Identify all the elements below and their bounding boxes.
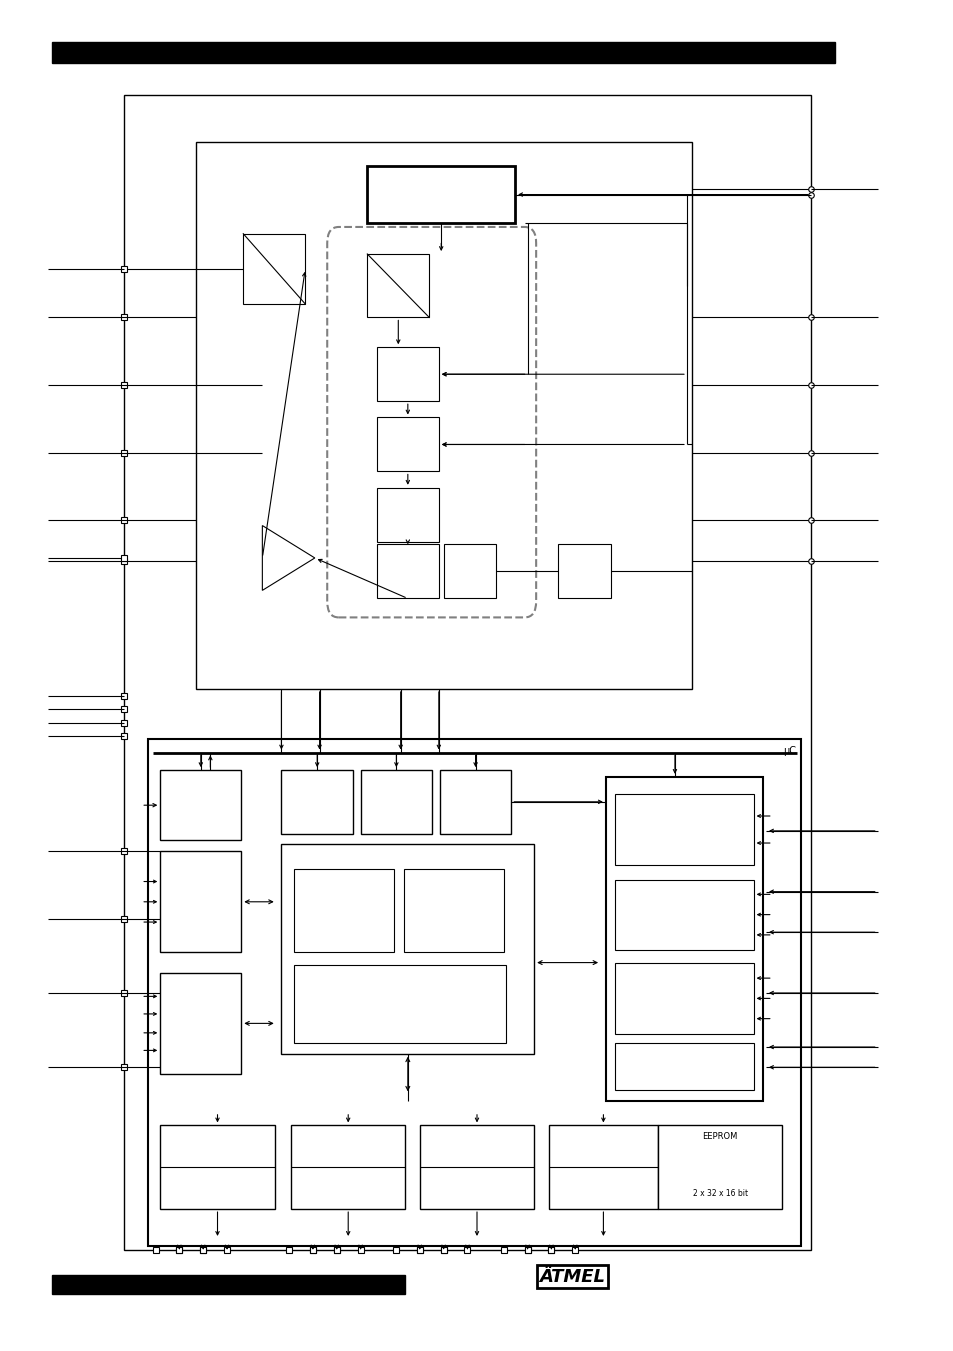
Bar [160, 770, 241, 840]
Bar [615, 963, 753, 1034]
Bar [419, 1125, 534, 1209]
Bar [376, 417, 438, 471]
Bar [52, 1275, 405, 1294]
Bar [52, 42, 834, 63]
Bar [160, 973, 241, 1074]
Bar [148, 739, 801, 1246]
Bar [195, 142, 691, 689]
Bar [367, 254, 429, 317]
Bar [376, 347, 438, 401]
Text: ÄTMEL: ÄTMEL [538, 1267, 605, 1286]
Bar [281, 844, 534, 1054]
Bar [291, 1125, 405, 1209]
Bar [558, 544, 610, 598]
Text: EEPROM: EEPROM [701, 1132, 738, 1142]
Text: 2 x 32 x 16 bit: 2 x 32 x 16 bit [692, 1189, 747, 1198]
Bar [360, 770, 432, 834]
Bar [615, 880, 753, 950]
Bar [294, 965, 505, 1043]
Text: μC: μC [782, 746, 796, 755]
Bar [376, 544, 438, 598]
Bar [439, 770, 511, 834]
Bar [443, 544, 496, 598]
Bar [160, 1125, 274, 1209]
Bar [367, 166, 515, 223]
Bar [403, 869, 503, 952]
Bar [615, 794, 753, 865]
Bar [124, 95, 810, 1250]
Bar [605, 777, 762, 1101]
Bar [281, 770, 353, 834]
Bar [294, 869, 394, 952]
Bar [548, 1125, 658, 1209]
Bar [376, 488, 438, 542]
Bar [615, 1043, 753, 1090]
Bar [160, 851, 241, 952]
Bar [243, 234, 305, 304]
Bar [658, 1125, 781, 1209]
